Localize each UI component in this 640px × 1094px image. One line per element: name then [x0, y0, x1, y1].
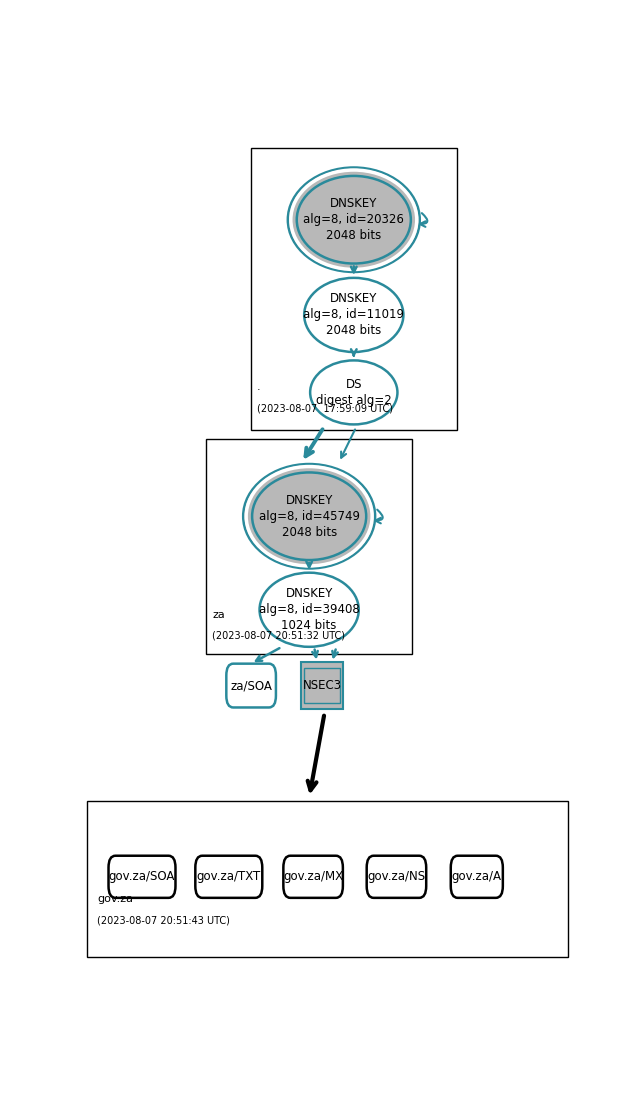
Ellipse shape [288, 167, 420, 272]
FancyBboxPatch shape [195, 856, 262, 898]
FancyBboxPatch shape [301, 662, 343, 709]
Ellipse shape [304, 278, 403, 352]
Text: DNSKEY
alg=8, id=45749
2048 bits: DNSKEY alg=8, id=45749 2048 bits [259, 493, 360, 538]
Text: (2023-08-07 20:51:32 UTC): (2023-08-07 20:51:32 UTC) [212, 630, 346, 640]
Text: .: . [257, 382, 260, 392]
Text: NSEC3: NSEC3 [303, 679, 342, 693]
Text: za/SOA: za/SOA [230, 679, 272, 693]
Ellipse shape [243, 464, 375, 569]
Text: gov.za: gov.za [97, 894, 133, 904]
Text: gov.za/MX: gov.za/MX [283, 871, 343, 883]
FancyBboxPatch shape [451, 856, 503, 898]
Ellipse shape [246, 466, 372, 566]
Text: gov.za/TXT: gov.za/TXT [196, 871, 261, 883]
Text: DS
digest alg=2: DS digest alg=2 [316, 377, 392, 407]
Ellipse shape [310, 360, 397, 424]
Ellipse shape [291, 170, 417, 269]
Ellipse shape [260, 572, 359, 647]
FancyBboxPatch shape [305, 668, 340, 702]
FancyBboxPatch shape [88, 801, 568, 957]
FancyBboxPatch shape [367, 856, 426, 898]
FancyBboxPatch shape [207, 439, 412, 653]
Text: (2023-08-07  17:59:09 UTC): (2023-08-07 17:59:09 UTC) [257, 404, 393, 414]
Text: za: za [212, 610, 225, 620]
Ellipse shape [297, 176, 411, 264]
FancyBboxPatch shape [251, 148, 457, 430]
Text: gov.za/A: gov.za/A [452, 871, 502, 883]
Text: DNSKEY
alg=8, id=11019
2048 bits: DNSKEY alg=8, id=11019 2048 bits [303, 292, 404, 337]
FancyBboxPatch shape [109, 856, 175, 898]
Text: gov.za/SOA: gov.za/SOA [109, 871, 175, 883]
Text: (2023-08-07 20:51:43 UTC): (2023-08-07 20:51:43 UTC) [97, 915, 230, 926]
Text: gov.za/NS: gov.za/NS [367, 871, 426, 883]
Text: DNSKEY
alg=8, id=20326
2048 bits: DNSKEY alg=8, id=20326 2048 bits [303, 197, 404, 242]
Text: DNSKEY
alg=8, id=39408
1024 bits: DNSKEY alg=8, id=39408 1024 bits [259, 587, 360, 632]
FancyBboxPatch shape [284, 856, 343, 898]
FancyBboxPatch shape [227, 664, 276, 708]
Ellipse shape [252, 473, 366, 560]
